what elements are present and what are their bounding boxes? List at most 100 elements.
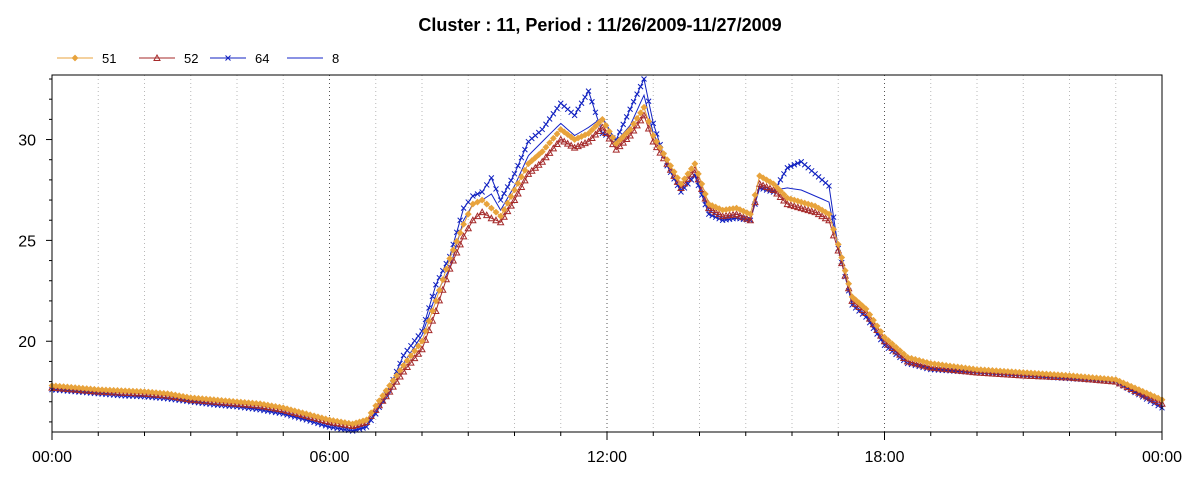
data-point (469, 216, 477, 224)
data-point (341, 419, 349, 427)
data-point (410, 354, 419, 362)
data-point (1154, 397, 1162, 405)
data-point (375, 397, 383, 405)
data-point (773, 184, 781, 191)
legend-marker (153, 53, 161, 61)
series-51 (48, 103, 1166, 428)
data-point (848, 293, 856, 301)
data-point (418, 337, 426, 345)
data-point (598, 115, 606, 123)
data-point (179, 392, 187, 400)
data-point (797, 204, 806, 212)
data-point (500, 206, 508, 214)
data-point (705, 200, 713, 208)
data-point (479, 189, 485, 195)
data-point (822, 208, 829, 216)
data-point (626, 126, 634, 133)
data-point (400, 362, 407, 369)
data-point (542, 143, 550, 151)
data-point (616, 136, 624, 144)
data-point (900, 350, 908, 358)
data-point (425, 317, 433, 325)
data-point (1050, 372, 1058, 380)
data-point (464, 224, 473, 232)
y-tick-label: 30 (18, 133, 36, 150)
data-point (482, 211, 491, 219)
data-point (404, 347, 411, 354)
data-point (787, 201, 795, 209)
data-point (521, 176, 529, 184)
data-point (1000, 370, 1008, 378)
data-point (272, 403, 279, 410)
data-point (1054, 372, 1062, 381)
series-8 (51, 93, 1163, 430)
data-point (873, 325, 881, 333)
data-point (171, 391, 179, 399)
data-point (507, 201, 515, 209)
data-point (751, 191, 759, 199)
data-point (636, 116, 645, 124)
data-point (739, 213, 748, 221)
data-point (969, 368, 977, 376)
data-point (825, 210, 833, 218)
data-point (496, 218, 505, 226)
data-point (407, 358, 415, 366)
data-point (511, 170, 518, 177)
data-point (553, 139, 561, 147)
data-point (528, 157, 536, 165)
data-point (793, 203, 802, 211)
data-point (542, 153, 550, 161)
data-point (497, 212, 505, 220)
data-point (633, 114, 641, 122)
data-point (670, 171, 678, 179)
data-point (1015, 371, 1024, 379)
x-tick-label: 06:00 (309, 449, 349, 466)
data-point (677, 183, 685, 191)
series-layer (48, 76, 1166, 434)
x-tick-label: 18:00 (864, 449, 904, 466)
data-point (372, 402, 380, 410)
data-point (1147, 391, 1154, 399)
data-point (783, 200, 792, 208)
data-point (415, 333, 422, 339)
data-point (712, 203, 720, 211)
data-point (841, 267, 849, 275)
data-point (518, 173, 525, 181)
data-point (834, 240, 842, 248)
data-point (469, 200, 477, 208)
data-point (838, 254, 846, 261)
data-point (715, 210, 723, 218)
data-point (517, 182, 526, 190)
data-point (1034, 372, 1043, 380)
data-point (791, 161, 798, 168)
data-point (787, 163, 794, 170)
data-point (612, 145, 621, 153)
data-point (663, 156, 671, 164)
data-point (538, 157, 547, 165)
data-point (535, 151, 543, 159)
data-point (640, 111, 648, 119)
data-point (876, 331, 885, 339)
data-point (1042, 372, 1051, 380)
data-point (612, 140, 620, 148)
data-point (382, 387, 390, 395)
data-point (804, 200, 812, 208)
data-point (575, 106, 581, 113)
data-point (488, 175, 495, 181)
data-point (432, 297, 440, 305)
data-point (602, 121, 610, 129)
data-point (367, 409, 375, 417)
data-point (408, 342, 414, 349)
data-point (564, 131, 572, 138)
data-point (411, 347, 419, 355)
data-point (784, 164, 791, 171)
data-point (694, 170, 702, 178)
data-point (543, 121, 549, 128)
data-point (619, 133, 627, 140)
data-point (175, 392, 183, 400)
data-point (645, 117, 653, 125)
data-point (622, 134, 631, 143)
data-point (487, 214, 496, 222)
data-point (845, 280, 853, 288)
